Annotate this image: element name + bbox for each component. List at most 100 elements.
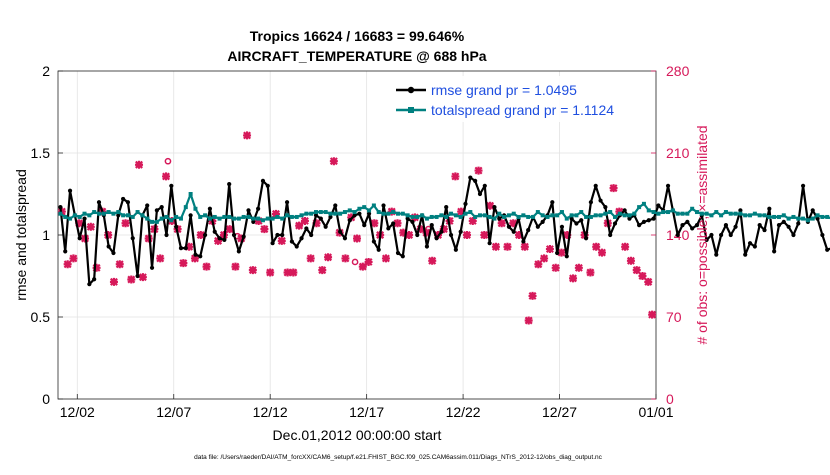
obs-assimilated-marker xyxy=(127,276,135,284)
obs-assimilated-marker xyxy=(552,264,560,272)
rmse-point xyxy=(145,203,149,207)
totalspread-point xyxy=(87,213,91,217)
rmse-point xyxy=(401,254,405,258)
totalspread-point xyxy=(271,217,275,221)
totalspread-point xyxy=(107,210,111,214)
totalspread-point xyxy=(189,192,193,196)
totalspread-point xyxy=(820,215,824,219)
totalspread-point xyxy=(767,215,771,219)
obs-assimilated-marker xyxy=(179,259,187,267)
legend: rmse grand pr = 1.0495 totalspread grand… xyxy=(390,76,648,122)
totalspread-point xyxy=(507,213,511,217)
rmse-point xyxy=(410,220,414,224)
rmse-point xyxy=(434,236,438,240)
rmse-point xyxy=(579,218,583,222)
totalspread-point xyxy=(78,215,82,219)
rmse-point xyxy=(565,254,569,258)
rmse-point xyxy=(169,184,173,188)
x-tick-label: 12/27 xyxy=(542,404,577,420)
totalspread-point xyxy=(435,215,439,219)
totalspread-point xyxy=(290,215,294,219)
totalspread-point xyxy=(444,215,448,219)
totalspread-point xyxy=(165,215,169,219)
obs-assimilated-marker xyxy=(428,257,436,265)
rmse-point xyxy=(203,233,207,237)
x-tick-label: 12/02 xyxy=(60,404,95,420)
obs-assimilated-marker xyxy=(365,258,373,266)
totalspread-point xyxy=(796,217,800,221)
legend-spread-marker xyxy=(408,107,414,113)
rmse-point xyxy=(266,184,270,188)
totalspread-point xyxy=(92,210,96,214)
totalspread-point xyxy=(671,208,675,212)
totalspread-point xyxy=(714,210,718,214)
x-tick-label: 12/17 xyxy=(349,404,384,420)
rmse-point xyxy=(459,230,463,234)
totalspread-point xyxy=(367,208,371,212)
rmse-point xyxy=(179,246,183,250)
rmse-point xyxy=(526,228,530,232)
obs-assimilated-marker xyxy=(540,254,548,262)
totalspread-point xyxy=(560,210,564,214)
rmse-point xyxy=(208,207,212,211)
totalspread-point xyxy=(743,213,747,217)
rmse-point xyxy=(560,225,564,229)
totalspread-point xyxy=(623,213,627,217)
totalspread-point xyxy=(246,215,250,219)
rmse-point xyxy=(468,176,472,180)
y-tick-label-left: 2 xyxy=(42,63,50,79)
totalspread-point xyxy=(632,212,636,216)
rmse-point xyxy=(748,241,752,245)
rmse-point xyxy=(232,233,236,237)
totalspread-point xyxy=(536,210,540,214)
obs-assimilated-marker xyxy=(586,268,594,276)
totalspread-point xyxy=(550,213,554,217)
totalspread-point xyxy=(353,210,357,214)
obs-assimilated-marker xyxy=(135,161,143,169)
totalspread-point xyxy=(787,217,791,221)
totalspread-point xyxy=(439,213,443,217)
totalspread-point xyxy=(184,205,188,209)
totalspread-point xyxy=(709,213,713,217)
totalspread-point xyxy=(676,212,680,216)
rmse-point xyxy=(512,230,516,234)
obs-assimilated-marker xyxy=(610,184,618,192)
footer-data-file: data file: /Users/raeder/DAI/ATM_forcXX/… xyxy=(194,454,603,461)
rmse-point xyxy=(97,200,101,204)
rmse-point xyxy=(261,179,265,183)
rmse-point xyxy=(758,223,762,227)
rmse-point xyxy=(473,179,477,183)
rmse-point xyxy=(430,223,434,227)
rmse-point xyxy=(733,225,737,229)
totalspread-point xyxy=(430,215,434,219)
obs-assimilated-marker xyxy=(69,254,77,262)
rmse-point xyxy=(666,184,670,188)
totalspread-point xyxy=(464,212,468,216)
totalspread-point xyxy=(753,212,757,216)
totalspread-point xyxy=(681,212,685,216)
rmse-point xyxy=(801,184,805,188)
rmse-point xyxy=(78,236,82,240)
totalspread-point xyxy=(801,217,805,221)
rmse-point xyxy=(507,225,511,229)
totalspread-point xyxy=(203,213,207,217)
obs-assimilated-marker xyxy=(243,131,251,139)
obs-assimilated-marker xyxy=(475,167,483,175)
rmse-point xyxy=(603,205,607,209)
totalspread-point xyxy=(541,213,545,217)
totalspread-point xyxy=(661,210,665,214)
legend-rmse-label: rmse grand pr = 1.0495 xyxy=(431,82,577,98)
rmse-point xyxy=(184,246,188,250)
rmse-point xyxy=(478,192,482,196)
x-tick-label: 12/22 xyxy=(446,404,481,420)
totalspread-point xyxy=(213,215,217,219)
rmse-point xyxy=(541,220,545,224)
totalspread-point xyxy=(131,215,135,219)
rmse-point xyxy=(680,223,684,227)
totalspread-point xyxy=(449,212,453,216)
obs-assimilated-marker xyxy=(249,266,257,274)
rmse-point xyxy=(280,233,284,237)
chart-title-line2: AIRCRAFT_TEMPERATURE @ 688 hPa xyxy=(227,48,486,64)
totalspread-point xyxy=(478,213,482,217)
